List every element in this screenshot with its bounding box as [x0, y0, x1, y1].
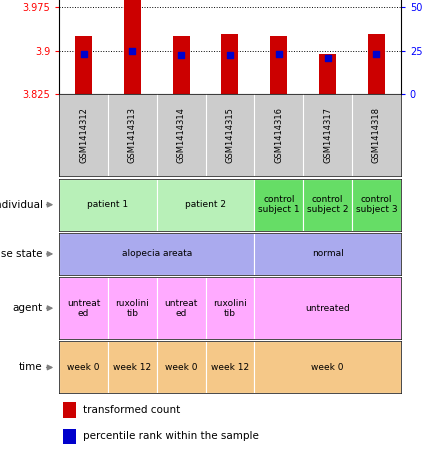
Text: ruxolini
tib: ruxolini tib — [116, 299, 149, 318]
Bar — [59, 178, 157, 231]
Bar — [157, 342, 205, 394]
Text: untreated: untreated — [305, 304, 350, 313]
Text: week 0: week 0 — [67, 363, 100, 372]
Text: GSM1414316: GSM1414316 — [274, 107, 283, 164]
Text: alopecia areata: alopecia areata — [122, 250, 192, 259]
Bar — [63, 429, 76, 444]
Text: patient 1: patient 1 — [87, 200, 128, 209]
Bar — [352, 178, 401, 231]
Bar — [254, 178, 303, 231]
Point — [324, 55, 331, 62]
Bar — [205, 342, 254, 394]
Bar — [75, 36, 92, 94]
Bar — [157, 178, 254, 231]
Bar — [59, 342, 108, 394]
Text: control
subject 3: control subject 3 — [356, 195, 397, 214]
Bar — [222, 34, 238, 94]
Text: GSM1414318: GSM1414318 — [372, 107, 381, 164]
Point — [373, 50, 380, 57]
Bar — [124, 0, 141, 94]
Bar — [254, 233, 401, 275]
Point — [80, 50, 87, 57]
Text: GSM1414313: GSM1414313 — [128, 107, 137, 164]
Bar — [108, 342, 157, 394]
Point — [226, 51, 233, 58]
Text: control
subject 1: control subject 1 — [258, 195, 300, 214]
Bar — [368, 34, 385, 94]
Bar — [254, 277, 401, 339]
Text: disease state: disease state — [0, 249, 42, 259]
Text: untreat
ed: untreat ed — [164, 299, 198, 318]
Text: week 0: week 0 — [311, 363, 344, 372]
Bar — [59, 233, 254, 275]
Point — [178, 51, 185, 58]
Text: ruxolini
tib: ruxolini tib — [213, 299, 247, 318]
Text: normal: normal — [312, 250, 343, 259]
Text: GSM1414314: GSM1414314 — [177, 107, 186, 164]
Text: GSM1414315: GSM1414315 — [226, 107, 234, 164]
Text: individual: individual — [0, 200, 42, 210]
Bar — [319, 53, 336, 94]
Bar — [108, 277, 157, 339]
Text: week 0: week 0 — [165, 363, 198, 372]
Text: week 12: week 12 — [113, 363, 152, 372]
Text: percentile rank within the sample: percentile rank within the sample — [83, 431, 259, 441]
Bar — [254, 342, 401, 394]
Text: patient 2: patient 2 — [185, 200, 226, 209]
Text: GSM1414312: GSM1414312 — [79, 107, 88, 164]
Text: transformed count: transformed count — [83, 405, 180, 415]
Text: agent: agent — [12, 303, 42, 313]
Bar — [270, 36, 287, 94]
Text: week 12: week 12 — [211, 363, 249, 372]
Text: control
subject 2: control subject 2 — [307, 195, 348, 214]
Bar — [157, 277, 205, 339]
Bar — [173, 36, 190, 94]
Point — [275, 50, 282, 57]
Point — [129, 47, 136, 54]
Bar — [205, 277, 254, 339]
Text: GSM1414317: GSM1414317 — [323, 107, 332, 164]
Bar — [303, 178, 352, 231]
Text: time: time — [19, 362, 42, 372]
Text: untreat
ed: untreat ed — [67, 299, 100, 318]
Bar — [59, 277, 108, 339]
Bar — [63, 402, 76, 418]
